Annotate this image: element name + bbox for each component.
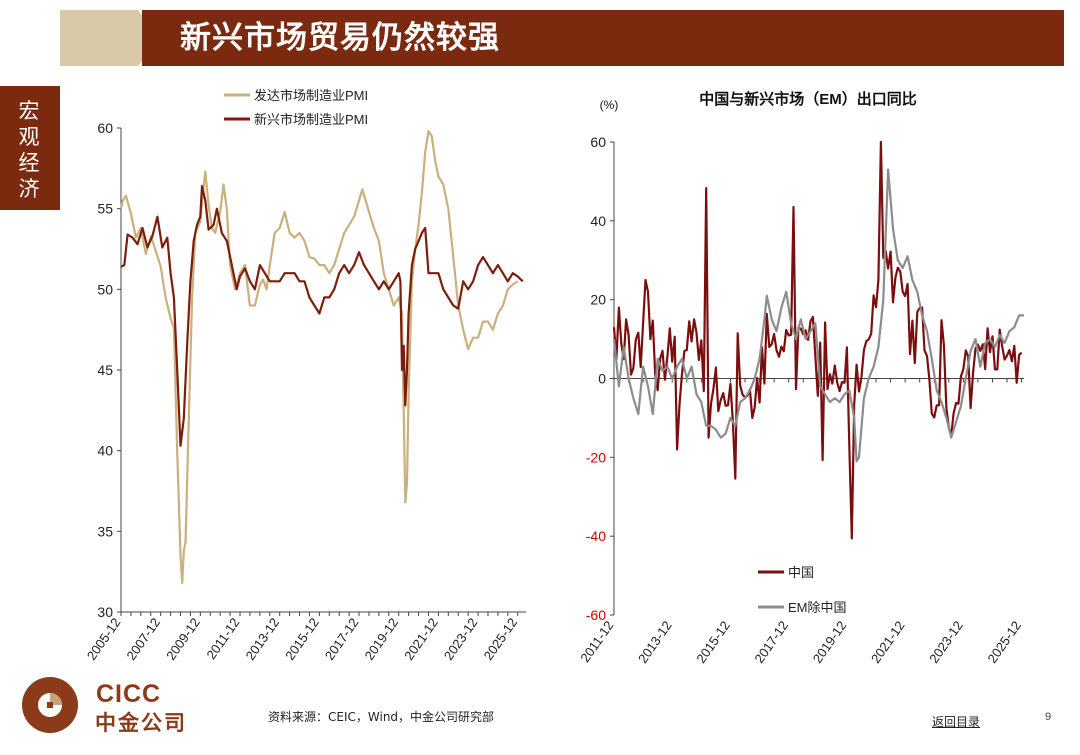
exports-chart-title: 中国与新兴市场（EM）出口同比 <box>699 90 917 108</box>
y-tick-label: 60 <box>590 134 606 150</box>
exports-lines <box>612 140 1024 540</box>
logo-text-en: CICC <box>96 680 162 708</box>
exports-legend: 中国 EM除中国 <box>758 565 847 615</box>
x-tick-label: 2021-12 <box>868 618 908 666</box>
x-tick-label: 2017-12 <box>751 618 791 666</box>
y-tick-label: 60 <box>97 120 113 136</box>
x-tick-label: 2015-12 <box>693 618 733 666</box>
legend-label-1: 中国 <box>788 565 814 580</box>
series-line-1 <box>612 140 1023 540</box>
series-line-2 <box>120 185 524 447</box>
y-tick-label: 50 <box>97 281 113 297</box>
pmi-lines <box>119 130 524 585</box>
y-tick-label: -40 <box>586 528 606 544</box>
cicc-logo <box>22 677 78 733</box>
page-number: 9 <box>1045 711 1052 723</box>
source-note: 资料来源：CEIC，Wind，中金公司研究部 <box>268 710 495 724</box>
x-tick-label: 2019-12 <box>810 618 850 666</box>
title-bar <box>142 10 1064 66</box>
y-tick-label: -20 <box>586 449 606 465</box>
title-chevron-decoration <box>60 10 160 66</box>
legend-label-1: 发达市场制造业PMI <box>254 88 368 103</box>
y-tick-label: 55 <box>97 201 113 217</box>
y-tick-label: 0 <box>598 371 606 387</box>
legend-label-2: EM除中国 <box>788 600 847 615</box>
x-tick-label: 2023-12 <box>926 618 966 666</box>
legend-label-2: 新兴市场制造业PMI <box>254 112 368 127</box>
y-tick-label: -60 <box>586 607 606 623</box>
section-side-tab <box>0 86 60 210</box>
pmi-legend: 发达市场制造业PMI 新兴市场制造业PMI <box>224 88 368 127</box>
x-tick-label: 2011-12 <box>577 618 616 665</box>
exports-y-unit: (%) <box>600 98 619 112</box>
series-line-2 <box>612 168 1024 463</box>
back-to-contents-link[interactable]: 返回目录 <box>932 715 981 729</box>
x-tick-label: 2013-12 <box>635 618 675 666</box>
slide-title: 新兴市场贸易仍然较强 <box>180 20 500 56</box>
y-tick-label: 40 <box>97 443 113 459</box>
series-line-1 <box>119 130 519 585</box>
section-side-tab-label: 宏观经济 <box>18 99 40 201</box>
y-tick-label: 20 <box>590 292 606 308</box>
y-tick-label: 40 <box>590 213 606 229</box>
y-tick-label: 45 <box>97 362 113 378</box>
x-tick-label: 2025-12 <box>984 618 1024 666</box>
y-tick-label: 35 <box>97 523 113 539</box>
y-tick-label: 30 <box>97 604 113 620</box>
logo-text-zh: 中金公司 <box>95 711 187 735</box>
